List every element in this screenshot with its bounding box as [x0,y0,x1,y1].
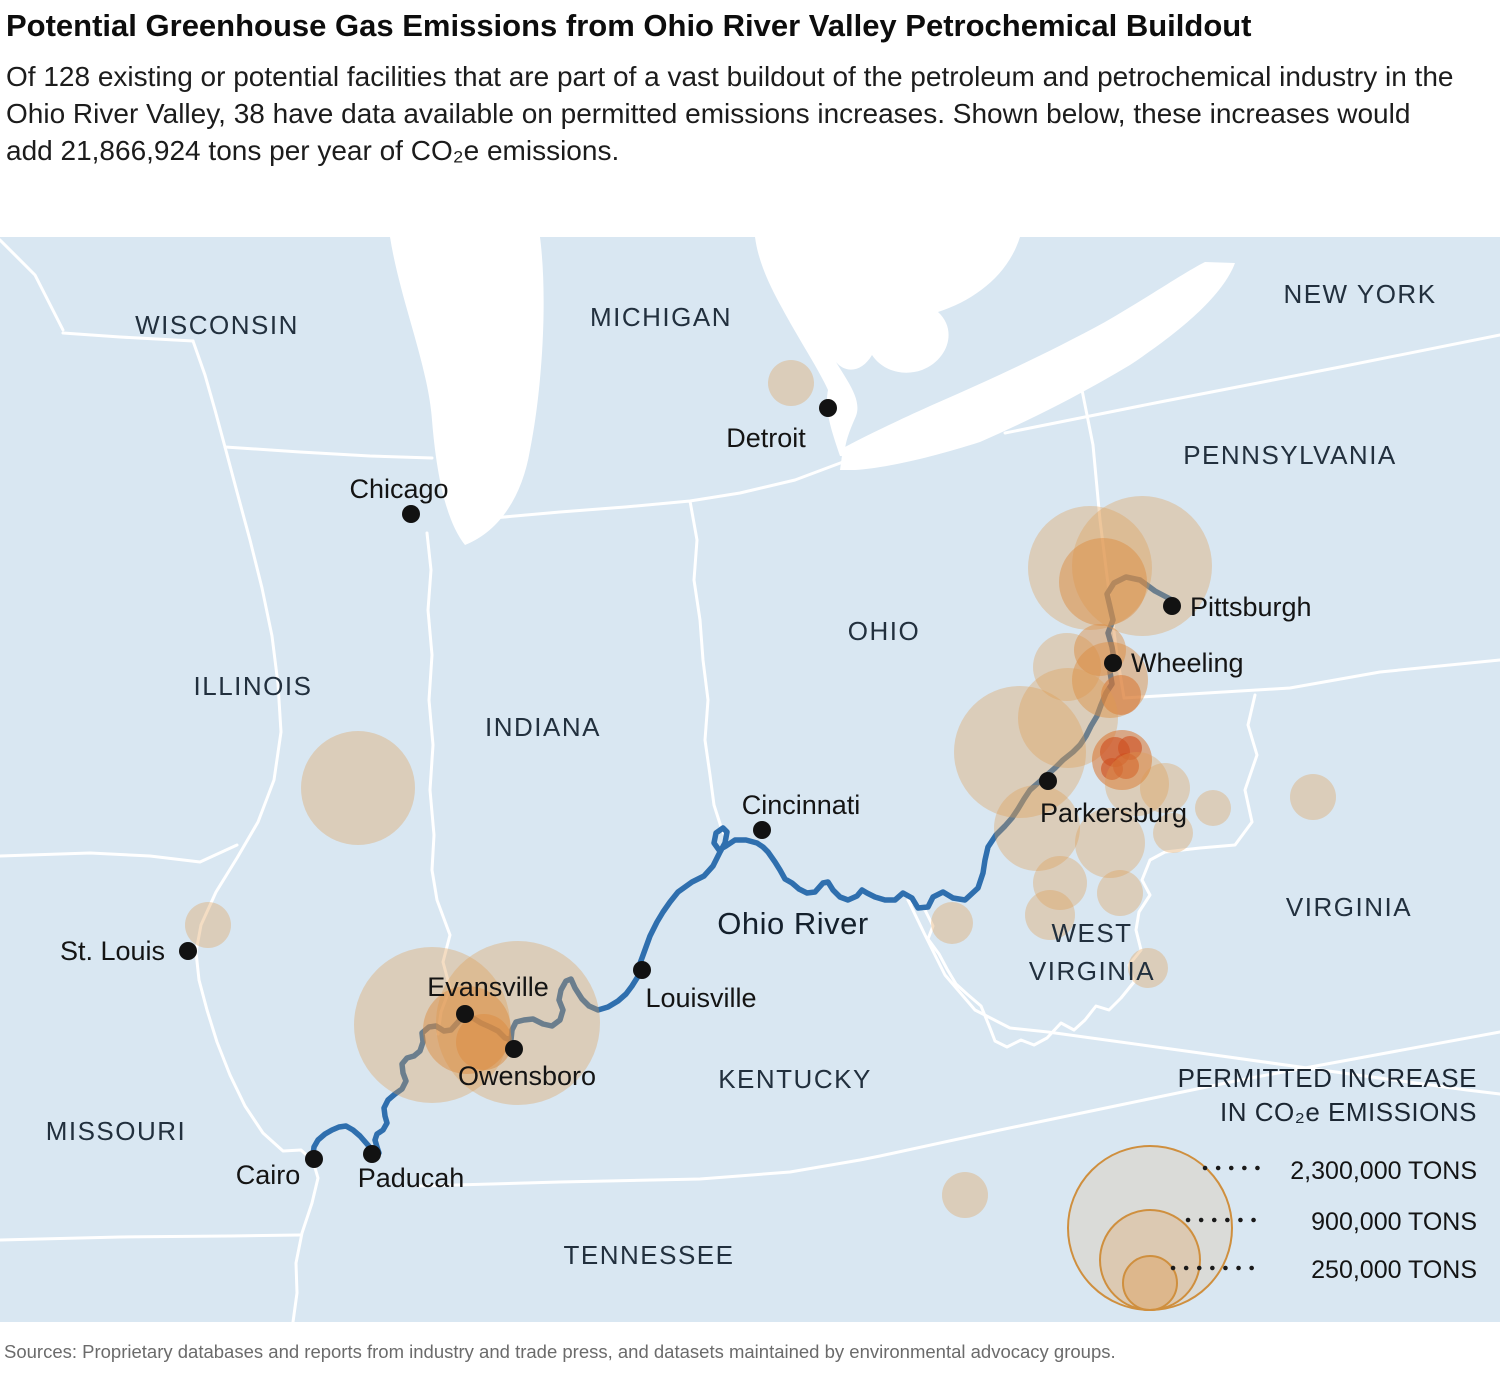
state-label-illinois: ILLINOIS [194,671,313,701]
city-dot-st-louis [179,942,197,960]
city-label-wheeling: Wheeling [1131,648,1244,678]
border-illinois-indiana [425,531,452,1036]
emission-bubbles-layer [185,360,1336,1218]
emission-bubble [1140,763,1190,813]
ohio-river-line [310,574,1177,1158]
city-dot-paducah [363,1145,381,1163]
cities-layer: Chicago Detroit Pittsburgh Wheeling Parkersb… [60,399,1312,1193]
emission-bubble [456,1014,512,1070]
border-west-virginia [906,693,1259,1049]
emission-bubble [301,731,415,845]
border-kentucky-virginia [906,898,1500,1096]
state-label-virginia: VIRGINIA [1286,892,1412,922]
border-kentucky-tennessee-virginia [418,1030,1500,1188]
emission-bubble [1025,890,1075,940]
border-upper-left [0,238,195,343]
city-label-detroit: Detroit [726,423,806,453]
border-newyork-pennsylvania [1003,333,1500,435]
city-label-st-louis: St. Louis [60,936,165,966]
state-borders-layer [0,238,1500,1324]
emission-bubble [1018,668,1118,768]
header: Potential Greenhouse Gas Emissions from … [0,0,1500,237]
emission-bubble [1105,752,1169,816]
emission-bubble [942,1172,988,1218]
lake-michigan [390,237,544,545]
emission-bubble [1290,774,1336,820]
city-label-evansville: Evansville [427,972,549,1002]
emission-bubble [1128,948,1168,988]
lakes-layer [390,237,1235,545]
city-dot-detroit [819,399,837,417]
city-dot-chicago [402,505,420,523]
emission-bubble [1153,813,1193,853]
city-dot-evansville [456,1005,474,1023]
legend: PERMITTED INCREASE IN CO₂e EMISSIONS 2,3… [1067,1063,1477,1311]
city-label-pittsburgh: Pittsburgh [1190,592,1312,622]
city-label-owensboro: Owensboro [458,1061,596,1091]
page-title: Potential Greenhouse Gas Emissions from … [6,8,1252,43]
legend-title-line1: PERMITTED INCREASE [1178,1063,1477,1093]
state-label-missouri: MISSOURI [46,1116,187,1146]
lake-huron-stclair [755,237,1020,456]
border-missouri-arkansas [0,1233,302,1242]
lake-erie [840,262,1235,470]
emission-bubble [1033,856,1087,910]
emission-bubble [1033,633,1101,701]
border-wisconsin-illinois [223,445,434,460]
state-label-kentucky: KENTUCKY [718,1064,872,1094]
city-label-parkersburg: Parkersburg [1040,798,1187,828]
map-background [0,237,1500,1322]
state-label-ohio: OHIO [848,616,920,646]
legend-value-label: 2,300,000 TONS [1290,1157,1477,1185]
city-label-louisville: Louisville [645,983,756,1013]
emission-bubble [1101,758,1123,780]
state-label-tennessee: TENNESSEE [564,1240,735,1270]
state-label-indiana: INDIANA [485,712,601,742]
city-dot-pittsburgh [1163,597,1181,615]
state-label-new york: NEW YORK [1283,279,1436,309]
border-michigan-indiana-ohio [491,460,845,842]
state-label-michigan: MICHIGAN [590,302,732,332]
state-label-wisconsin: WISCONSIN [135,310,299,340]
state-label-west-virginia: WEST VIRGINIA [1029,918,1155,986]
page-subtitle: Of 128 existing or potential facilities … [6,61,1454,166]
source-line: Sources: Proprietary databases and repor… [4,1341,1116,1362]
state-label-pennsylvania: PENNSYLVANIA [1183,440,1397,470]
emission-bubble [1195,790,1231,826]
emission-bubble [1028,506,1152,630]
emission-bubble [768,360,814,406]
city-dot-parkersburg [1039,772,1057,790]
emission-bubble [1118,736,1142,760]
emission-bubble [1101,675,1141,715]
emission-bubble [436,941,600,1105]
emission-bubble [185,902,231,948]
emission-bubble [1075,808,1145,878]
emission-bubble [994,785,1080,871]
city-label-cairo: Cairo [236,1160,301,1190]
city-dot-owensboro [505,1040,523,1058]
city-label-paducah: Paducah [358,1163,465,1193]
emission-bubble [1059,538,1147,626]
legend-value-label: 900,000 TONS [1311,1208,1477,1236]
city-dot-cincinnati [753,821,771,839]
city-dot-louisville [633,961,651,979]
emission-bubble [354,947,510,1103]
legend-scale-circle [1122,1255,1178,1311]
legend-value-label: 250,000 TONS [1311,1256,1477,1284]
emission-bubble [423,986,511,1074]
city-label-cincinnati: Cincinnati [742,790,861,820]
state-labels-layer: WISCONSIN MICHIGAN NEW YORK PENNSYLVANIA OHI… [46,279,1436,1270]
legend-title-line2: IN CO₂e EMISSIONS [1220,1097,1477,1127]
emission-bubble [1097,870,1143,916]
city-dot-wheeling [1104,654,1122,672]
border-iowa-missouri [0,843,239,864]
ohio-river-label: Ohio River [717,906,868,941]
city-dot-cairo [305,1150,323,1168]
emission-bubble [931,902,973,944]
city-label-chicago: Chicago [349,474,448,504]
